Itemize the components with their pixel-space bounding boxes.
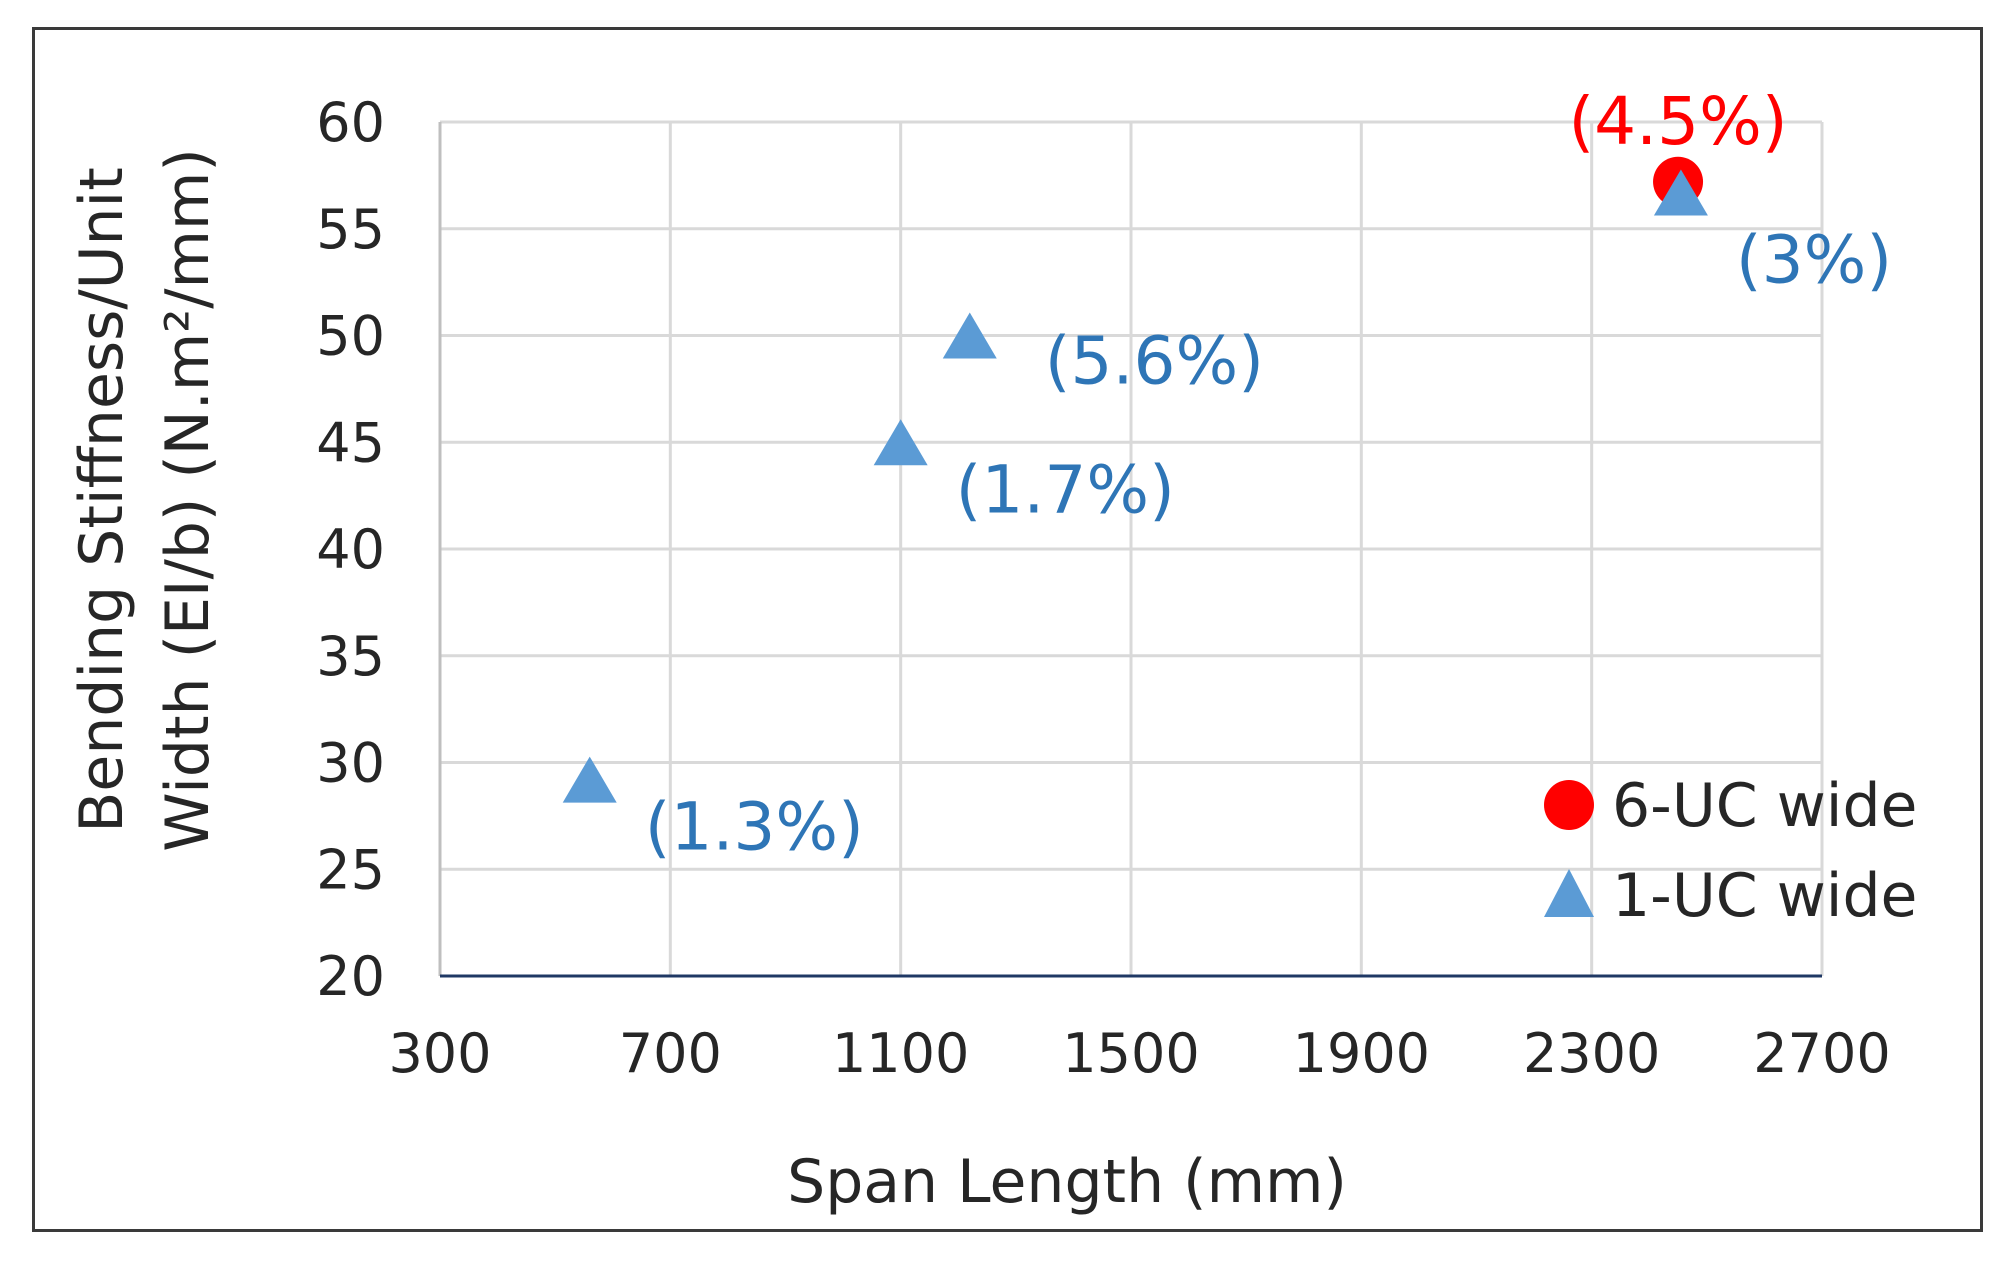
grid [440, 120, 1824, 976]
x-tick-label: 300 [388, 1022, 491, 1085]
y-tick-label: 50 [316, 305, 385, 368]
x-tick-label: 700 [619, 1022, 722, 1085]
x-tick-label: 1500 [1062, 1022, 1199, 1085]
data-label: (1.7%) [956, 451, 1175, 528]
y-tick-label: 25 [316, 838, 385, 901]
point-1uc-wide [942, 312, 997, 359]
y-tick-label: 20 [316, 945, 385, 1008]
y-tick-label: 30 [316, 732, 385, 795]
y-axis-title-line2: Width (EI/b) (N.m²/mm) [153, 148, 223, 852]
x-tick-labels: 300 700 1100 1500 1900 2300 2700 [388, 1022, 1890, 1085]
point-1uc-wide [1653, 169, 1708, 216]
x-tick-label: 1900 [1293, 1022, 1430, 1085]
legend-marker-6uc [1544, 780, 1594, 830]
y-axis-title-line1: Bending Stiffness/Unit [67, 167, 137, 832]
y-tick-label: 45 [316, 411, 385, 474]
data-label: (1.3%) [645, 789, 864, 866]
y-tick-label: 60 [316, 91, 385, 154]
y-tick-labels: 20 25 30 35 40 45 50 55 60 [316, 91, 385, 1008]
axes [438, 122, 1822, 978]
x-tick-label: 1100 [832, 1022, 969, 1085]
y-tick-label: 55 [316, 198, 385, 261]
data-points [562, 156, 1708, 803]
data-labels: (4.5%) (1.3%) (1.7%) (5.6%) (3%) [645, 83, 1892, 866]
x-tick-label: 2700 [1753, 1022, 1890, 1085]
data-label: (4.5%) [1568, 83, 1787, 160]
legend-label-6uc: 6-UC wide [1612, 771, 1917, 841]
data-label: (3%) [1736, 221, 1892, 298]
data-label: (5.6%) [1045, 323, 1264, 400]
point-1uc-wide [562, 756, 617, 803]
x-axis-title: Span Length (mm) [787, 1147, 1347, 1217]
point-1uc-wide [873, 419, 928, 466]
legend: 6-UC wide 1-UC wide [1544, 771, 1917, 931]
legend-label-1uc: 1-UC wide [1612, 861, 1917, 931]
y-tick-label: 35 [316, 625, 385, 688]
x-tick-label: 2300 [1523, 1022, 1660, 1085]
legend-marker-1uc [1544, 869, 1594, 917]
y-tick-label: 40 [316, 518, 385, 581]
